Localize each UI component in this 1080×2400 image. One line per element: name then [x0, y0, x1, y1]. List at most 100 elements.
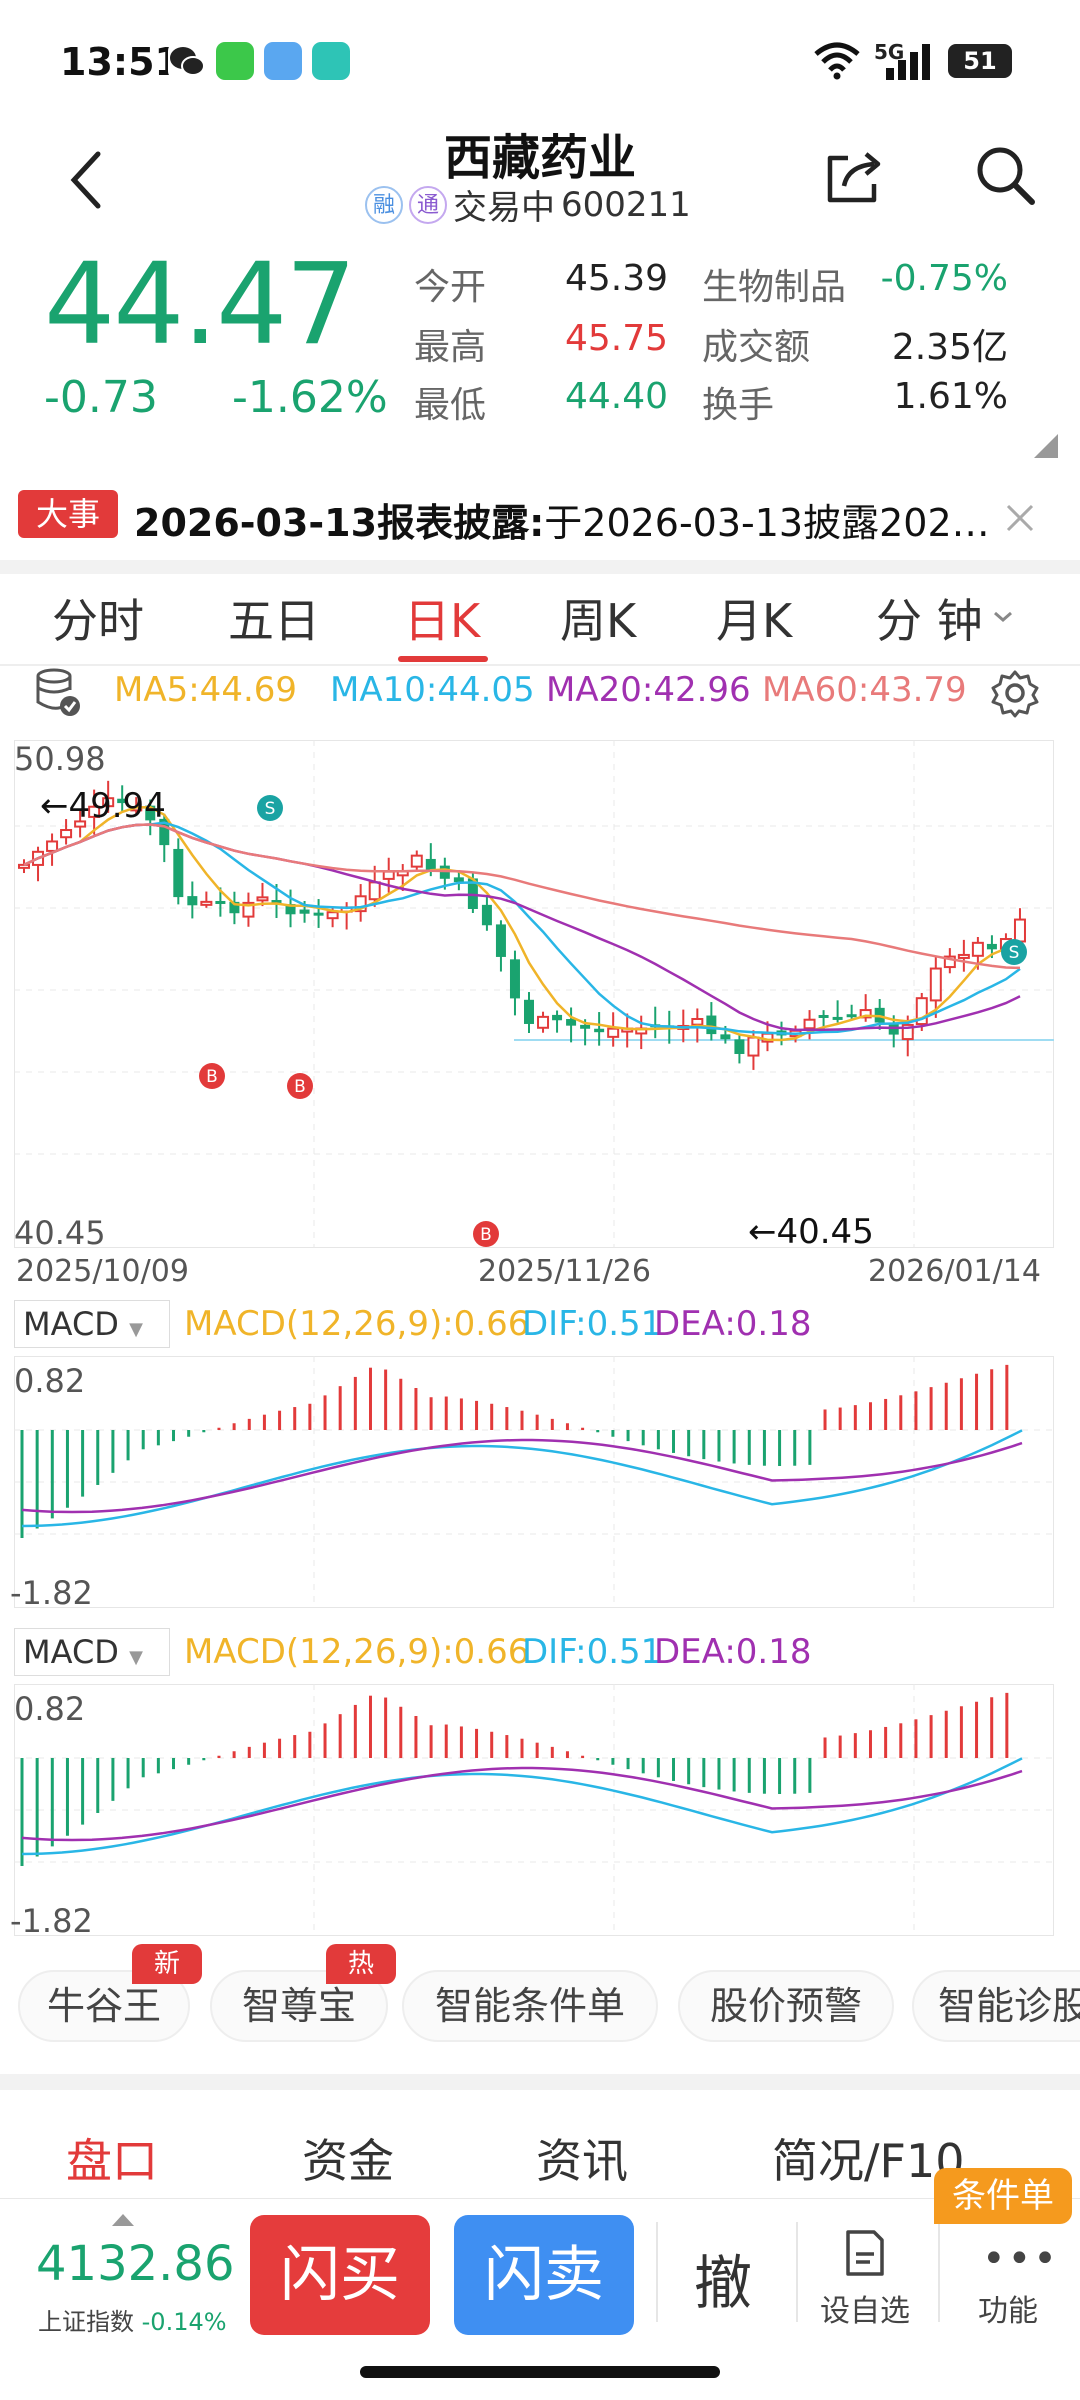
tool-smart-order[interactable]: 智能条件单 [402, 1970, 658, 2042]
add-watchlist-icon[interactable] [842, 2228, 888, 2278]
ma20-value: MA20:42.96 [546, 670, 751, 710]
candle-body [929, 967, 942, 1002]
database-icon[interactable] [34, 668, 82, 718]
date-label: 2026/01/14 [868, 1254, 1041, 1289]
price-change-pct: -1.62% [232, 372, 388, 423]
low-label: 最低 [414, 385, 487, 426]
tab-intraday[interactable]: 分时 [52, 594, 144, 648]
flash-sell-button[interactable]: 闪卖 [454, 2215, 634, 2335]
svg-text:B: B [480, 1225, 492, 1245]
tool-diagnosis[interactable]: 智能诊股 [912, 1970, 1080, 2042]
weather-app-icon [264, 42, 302, 80]
dif-line [21, 1757, 1023, 1856]
macd-indicator-select[interactable]: MACD ▼ [14, 1628, 170, 1676]
open-value: 45.39 [564, 258, 668, 299]
news-banner[interactable]: 大事 2026-03-13报表披露:于2026-03-13披露2025年… [0, 478, 1080, 558]
candle-body [285, 904, 296, 915]
hot-badge: 热 [326, 1944, 396, 1984]
svg-text:S: S [265, 799, 276, 819]
candle-body [524, 999, 534, 1024]
divider [938, 2222, 940, 2322]
condition-order-badge[interactable]: 条件单 [934, 2168, 1072, 2224]
candle-body [313, 912, 324, 916]
tab-news[interactable]: 资讯 [536, 2134, 628, 2188]
tool-price-alert[interactable]: 股价预警 [678, 1970, 894, 2042]
candle-body [215, 900, 226, 904]
index-value[interactable]: 4132.86 [36, 2236, 235, 2292]
macd-indicator-select[interactable]: MACD ▼ [14, 1300, 170, 1348]
candle-body [453, 877, 464, 883]
candle-body [943, 955, 956, 969]
candle-body [18, 863, 30, 869]
stock-name: 西藏药业 [443, 130, 636, 186]
back-arrow-icon[interactable] [60, 140, 120, 220]
turnover-rate-label: 换手 [702, 385, 775, 426]
candle-body [832, 1016, 843, 1020]
caret-up-icon[interactable] [110, 2212, 136, 2228]
battery-icon: 51 [948, 44, 1012, 78]
candle-body [425, 858, 436, 871]
cancel-order-button[interactable]: 撤 [694, 2249, 753, 2317]
tab-weekly-k[interactable]: 周K [560, 594, 637, 648]
kline-chart-frame[interactable] [14, 740, 1054, 1248]
more-functions-label[interactable]: 功能 [978, 2294, 1038, 2329]
turnover-value: 2.35亿 [891, 327, 1008, 368]
home-indicator [360, 2366, 720, 2378]
divider [0, 560, 1080, 574]
tab-order-book[interactable]: 盘口 [66, 2134, 158, 2188]
candle-body [580, 1024, 591, 1029]
macd-chart[interactable] [14, 1684, 1054, 1936]
candle-body [74, 820, 87, 828]
ma10-value: MA10:44.05 [330, 670, 535, 710]
candle-body [326, 911, 339, 920]
buy-marker: B [199, 1063, 225, 1089]
macd-chart[interactable] [14, 1356, 1054, 1608]
candle-body [481, 904, 492, 926]
candle-body [986, 943, 997, 950]
flash-buy-button[interactable]: 闪买 [250, 2215, 430, 2335]
candle-body [271, 900, 282, 904]
date-label: 2025/10/09 [16, 1254, 189, 1289]
add-watchlist-label[interactable]: 设自选 [820, 2294, 910, 2329]
candle-body [242, 901, 255, 918]
ma60-value: MA60:43.79 [762, 670, 967, 710]
more-dots-icon[interactable]: ••• [982, 2236, 1059, 2282]
active-tab-underline [398, 656, 488, 662]
kline-high-note: ←49.94 [40, 786, 166, 826]
expand-corner-icon[interactable] [1034, 434, 1058, 458]
news-text: 2026-03-13报表披露:于2026-03-13披露2025年… [134, 492, 1004, 547]
candle-body [734, 1039, 745, 1054]
svg-text:B: B [206, 1067, 218, 1087]
tab-minute[interactable]: 分 钟 [876, 594, 983, 648]
tab-capital[interactable]: 资金 [302, 2134, 394, 2188]
kline-chart[interactable]: S S B B B [14, 740, 1054, 1248]
candle-body [102, 797, 115, 808]
assistant-app-icon [312, 42, 350, 80]
low-value: 44.40 [564, 376, 668, 417]
gear-icon[interactable] [990, 668, 1040, 718]
tab-f10[interactable]: 简况/F10 [772, 2134, 965, 2188]
macd-y-bottom: -1.82 [10, 1902, 93, 1940]
tab-five-day[interactable]: 五日 [228, 594, 320, 648]
candle-body [803, 1018, 816, 1030]
sector-pct: -0.75% [880, 258, 1008, 299]
chevron-down-icon[interactable] [992, 608, 1014, 626]
sector-label[interactable]: 生物制品 [702, 267, 847, 308]
buy-marker: B [473, 1221, 499, 1247]
tab-monthly-k[interactable]: 月K [716, 594, 793, 648]
buy-marker: B [287, 1073, 313, 1099]
candle-body [46, 840, 59, 852]
tool-niuguwang[interactable]: 牛谷王 [18, 1970, 190, 2042]
candle-body [495, 924, 506, 957]
close-icon[interactable] [1004, 502, 1036, 534]
candle-body [368, 881, 381, 901]
candle-body [537, 1015, 550, 1029]
news-headline: 2026-03-13报表披露: [134, 501, 545, 545]
news-tag: 大事 [18, 490, 118, 538]
candle-body [594, 1028, 605, 1033]
search-icon[interactable] [972, 142, 1038, 208]
tab-daily-k[interactable]: 日K [404, 594, 481, 648]
divider [0, 2074, 1080, 2090]
share-icon[interactable] [822, 146, 886, 206]
divider [0, 664, 1080, 666]
